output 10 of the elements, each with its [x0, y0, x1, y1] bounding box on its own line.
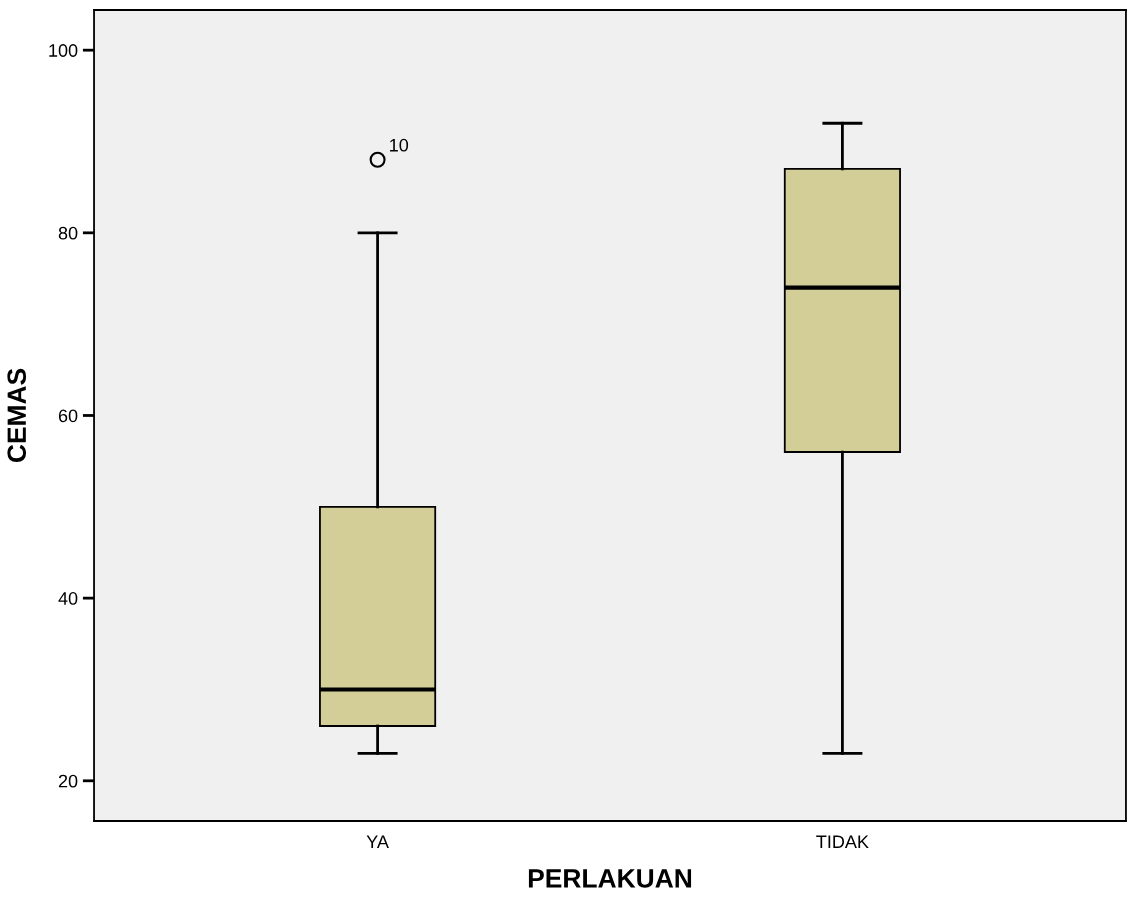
- annotation: 10: [390, 138, 409, 152]
- x-axis-title: PERLAKUAN: [528, 869, 692, 888]
- y-tick-label: 100: [49, 44, 78, 57]
- x-tick-label: YA: [366, 835, 389, 848]
- y-axis-title: CEMAS: [7, 368, 27, 463]
- y-tick-label: 60: [58, 409, 78, 423]
- x-tick-label: TIDAK: [816, 835, 869, 848]
- y-tick-label: 20: [58, 774, 78, 788]
- y-tick-label: 40: [58, 592, 78, 605]
- y-tick-label: 80: [58, 226, 78, 240]
